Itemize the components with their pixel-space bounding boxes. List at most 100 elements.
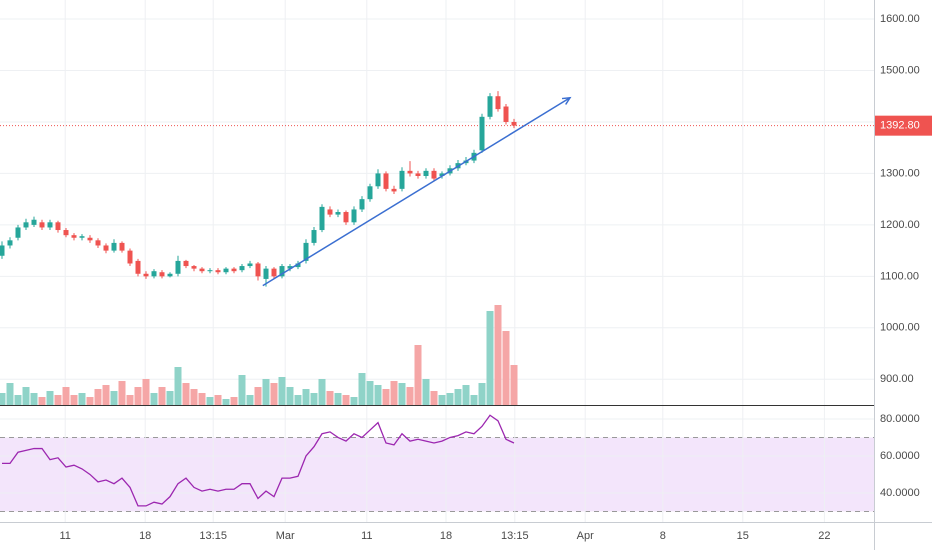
volume-bar <box>118 381 126 405</box>
candle-body <box>47 222 53 228</box>
candle-body <box>215 270 221 273</box>
volume-bar <box>142 379 150 405</box>
x-tick-label: 18 <box>139 530 151 542</box>
volume-bar <box>182 383 190 405</box>
volume-bar <box>6 383 14 405</box>
trend-arrowhead <box>561 96 572 105</box>
candle-body <box>151 271 157 277</box>
candle-body <box>191 266 197 269</box>
volume-bar <box>150 393 158 405</box>
volume-bar <box>222 399 230 405</box>
volume-bar <box>334 393 342 405</box>
candle-body <box>407 170 413 174</box>
volume-bar <box>190 389 198 405</box>
candle-body <box>343 212 349 223</box>
rsi-line <box>2 414 515 507</box>
candle-body <box>63 230 69 236</box>
volume-bar <box>22 387 30 405</box>
volume-bar <box>254 387 262 405</box>
volume-bar <box>246 395 254 405</box>
x-tick-label: 13:15 <box>199 530 227 542</box>
x-tick-label: 11 <box>361 530 372 542</box>
x-tick-label: 15 <box>737 530 749 542</box>
candle-body <box>415 173 421 176</box>
y2-tick-label: 60.0000 <box>880 450 920 462</box>
candle-body <box>279 266 285 277</box>
candle-body <box>159 272 165 277</box>
volume-bar <box>94 389 102 405</box>
volume-bar <box>398 383 406 405</box>
candle-body <box>439 173 445 176</box>
candle-body <box>103 245 109 251</box>
candle-body <box>375 173 381 187</box>
volume-bar <box>174 367 182 405</box>
candle-body <box>255 263 261 277</box>
candle-body <box>319 206 325 231</box>
candle-body <box>127 250 133 264</box>
volume-bar <box>102 385 110 405</box>
volume-bar <box>86 397 94 405</box>
candle-body <box>175 260 181 274</box>
candle-body <box>95 240 101 246</box>
volume-bar <box>358 373 366 405</box>
volume-bar <box>286 387 294 405</box>
candle-body <box>0 245 5 256</box>
candle-body <box>511 121 517 126</box>
candle-body <box>351 209 357 223</box>
candle-body <box>503 106 509 122</box>
candle-body <box>423 170 429 176</box>
y-tick-label: 1500.00 <box>880 64 920 76</box>
volume-bar <box>110 391 118 405</box>
volume-bar <box>166 391 174 405</box>
volume-bar <box>406 387 414 405</box>
candle-body <box>55 222 61 231</box>
volume-bar <box>446 393 454 405</box>
candle-body <box>247 263 253 267</box>
candle-body <box>183 260 189 267</box>
volume-bar <box>78 393 86 405</box>
last-price-box <box>875 115 932 136</box>
volume-bar <box>326 391 334 405</box>
volume-bar <box>30 393 38 405</box>
volume-bar <box>366 381 374 405</box>
volume-bar <box>294 395 302 405</box>
x-tick-label: 22 <box>818 530 830 542</box>
candle-body <box>239 266 245 271</box>
volume-bar <box>126 395 134 405</box>
volume-bar <box>62 387 70 405</box>
volume-bar <box>302 389 310 405</box>
volume-bar <box>278 377 286 405</box>
y2-tick-label: 40.0000 <box>880 487 920 499</box>
volume-bar <box>38 397 46 405</box>
candle-body <box>231 268 237 272</box>
candle-body <box>119 242 125 251</box>
volume-bar <box>350 397 358 405</box>
volume-bar <box>318 379 326 405</box>
volume-bar <box>342 395 350 405</box>
volume-bar <box>374 385 382 405</box>
volume-bar <box>422 379 430 405</box>
candle-body <box>495 96 501 110</box>
candle-body <box>111 242 117 251</box>
volume-bar <box>478 383 486 405</box>
candle-body <box>487 96 493 117</box>
y-tick-label: 1100.00 <box>880 270 919 282</box>
candle-body <box>167 273 173 277</box>
volume-bar <box>0 393 6 405</box>
x-tick-label: Apr <box>577 530 594 542</box>
candle-body <box>271 268 277 277</box>
volume-bar <box>454 389 462 405</box>
volume-bar <box>206 397 214 405</box>
candle-body <box>335 212 341 215</box>
volume-bar <box>198 393 206 405</box>
y2-tick-label: 80.0000 <box>880 413 920 425</box>
y-tick-label: 1600.00 <box>880 13 920 25</box>
volume-bar <box>430 391 438 405</box>
candle-body <box>15 227 21 238</box>
candle-body <box>199 268 205 272</box>
volume-bar <box>382 389 390 405</box>
volume-bar <box>502 331 510 405</box>
candle-body <box>303 242 309 261</box>
candle-body <box>287 266 293 269</box>
